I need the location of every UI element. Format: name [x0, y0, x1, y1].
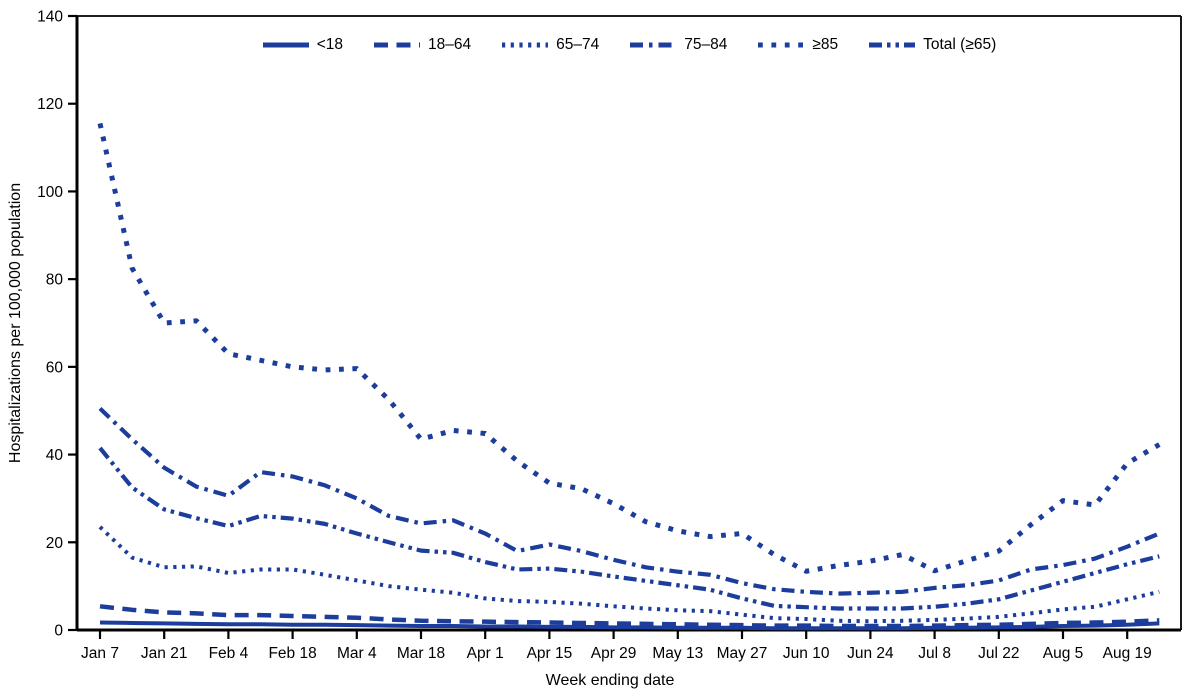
legend-label: 18–64 [428, 36, 472, 53]
x-tick-label: Jul 22 [978, 645, 1019, 662]
x-tick-label: Feb 4 [209, 645, 249, 662]
series-line-75–84 [98, 407, 1161, 596]
x-tick-label: Mar 4 [337, 645, 377, 662]
legend-item-18–64: 18–64 [373, 36, 471, 54]
legend-item-<18: <18 [262, 36, 343, 54]
legend-item-≥85: ≥85 [757, 36, 838, 54]
legend-item-75–84: 75–84 [629, 36, 727, 54]
x-tick-label: Aug 5 [1043, 645, 1084, 662]
x-tick-label: Apr 15 [527, 645, 573, 662]
x-tick-label: Feb 18 [268, 645, 316, 662]
x-tick-label: Jun 24 [847, 645, 894, 662]
y-tick-label: 120 [37, 96, 63, 113]
legend-line-sample [630, 42, 677, 48]
y-tick-label: 140 [37, 9, 63, 26]
x-tick-label: Aug 19 [1103, 645, 1152, 662]
series-line-18–64 [99, 604, 1160, 629]
series-line-Total (≥65) [98, 446, 1160, 611]
y-tick-label: 40 [46, 447, 64, 464]
series-line-65–74 [98, 525, 1160, 624]
chart-legend: <18 18–64 65–74 75–84 ≥85 Total (≥65) [77, 33, 1181, 57]
legend-line-sample [262, 42, 309, 48]
y-tick-label: 20 [46, 535, 64, 552]
y-tick-label: 60 [46, 359, 64, 376]
series-line-<18 [99, 620, 1160, 631]
legend-line-sample [374, 42, 421, 48]
legend-line-sample [758, 42, 805, 48]
series-line-≥85 [97, 122, 1161, 574]
legend-label: Total (≥65) [923, 36, 997, 53]
y-tick-label: 100 [37, 184, 63, 201]
legend-line-sample [869, 42, 916, 48]
x-tick-label: May 27 [717, 645, 768, 662]
y-tick-label: 80 [46, 272, 64, 289]
x-tick-label: Jan 21 [141, 645, 188, 662]
legend-label: ≥85 [812, 36, 839, 53]
x-tick-label: Apr 1 [467, 645, 504, 662]
x-tick-label: Mar 18 [397, 645, 445, 662]
legend-item-Total (≥65): Total (≥65) [868, 36, 996, 54]
x-tick-label: Jan 7 [81, 645, 119, 662]
legend-label: 65–74 [556, 36, 600, 53]
y-axis-title: Hospitalizations per 100,000 population [7, 182, 24, 464]
legend-line-sample [502, 42, 549, 48]
x-tick-label: Apr 29 [591, 645, 637, 662]
x-tick-label: Jun 10 [783, 645, 830, 662]
legend-label: 75–84 [684, 36, 728, 53]
legend-label: <18 [316, 36, 344, 53]
x-tick-label: Jul 8 [918, 645, 951, 662]
x-tick-label: May 13 [652, 645, 703, 662]
y-tick-label: 0 [54, 623, 63, 640]
legend-item-65–74: 65–74 [501, 36, 599, 54]
x-axis-title: Week ending date [545, 672, 675, 689]
